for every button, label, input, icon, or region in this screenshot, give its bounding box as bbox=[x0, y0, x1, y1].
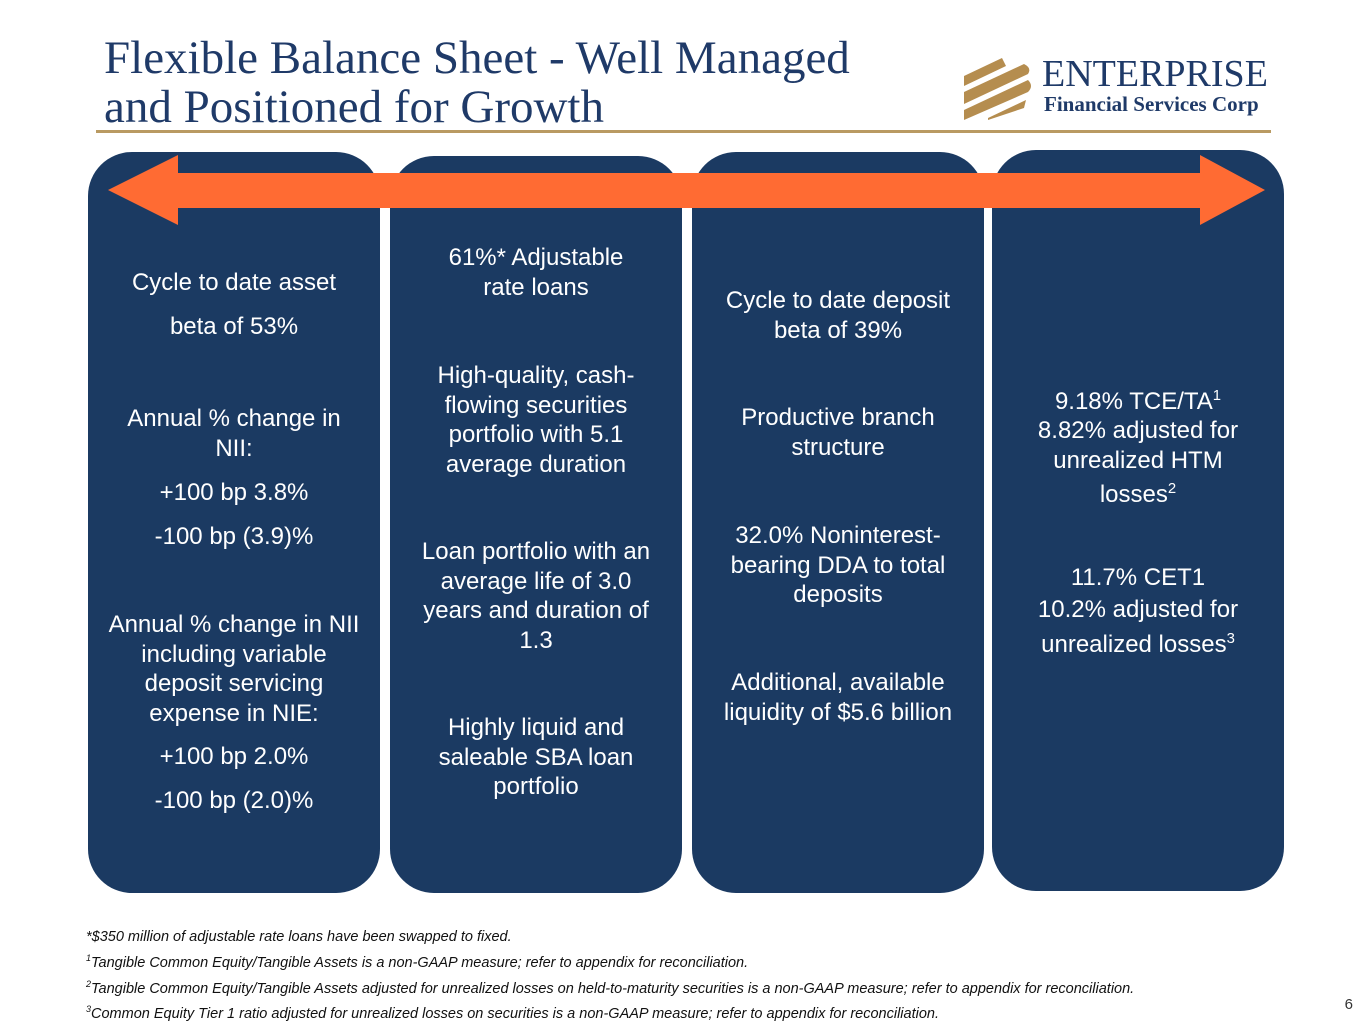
double-arrow-icon bbox=[108, 155, 1265, 225]
column-text: +100 bp 3.8% bbox=[159, 479, 309, 506]
column-text: Cycle to date asset bbox=[131, 269, 337, 296]
title-line-2: and Positioned for Growth bbox=[104, 81, 604, 133]
tce-ta-text: 9.18% TCE/TA bbox=[1054, 388, 1213, 415]
column-text: High-quality, cash-flowing securities po… bbox=[437, 362, 635, 478]
footnote: 3Common Equity Tier 1 ratio adjusted for… bbox=[86, 999, 1134, 1025]
footnote-mark: 3 bbox=[86, 1004, 91, 1015]
logo-subtitle: Financial Services Corp bbox=[1044, 92, 1259, 116]
column-text: 10.2% adjusted for unrealized losses3 bbox=[992, 595, 1284, 659]
footnote-mark: 1 bbox=[86, 952, 91, 963]
column-text: 9.18% TCE/TA1 bbox=[992, 382, 1284, 417]
column-text: Cycle to date deposit beta of 39% bbox=[725, 287, 951, 344]
logo-name: ENTERPRISE bbox=[1042, 53, 1268, 95]
column-text: 32.0% Noninterest-bearing DDA to total d… bbox=[730, 522, 946, 608]
column-asset-sensitivity: Cycle to date asset beta of 53% Annual %… bbox=[88, 152, 380, 893]
logo-stripes-icon bbox=[964, 58, 1031, 120]
title-line-1: Flexible Balance Sheet - Well Managed bbox=[104, 32, 850, 84]
company-logo: ENTERPRISE Financial Services Corp bbox=[962, 54, 1272, 124]
title-underline bbox=[96, 130, 1271, 133]
column-text: 11.7% CET1 bbox=[1070, 564, 1206, 591]
footnote-text: Common Equity Tier 1 ratio adjusted for … bbox=[91, 1006, 939, 1023]
footnote: 2Tangible Common Equity/Tangible Assets … bbox=[86, 974, 1134, 1000]
column-text: 61%* Adjustable rate loans bbox=[448, 244, 624, 301]
column-loans-securities: 61%* Adjustable rate loans High-quality,… bbox=[390, 156, 682, 893]
column-text: Additional, available liquidity of $5.6 … bbox=[723, 669, 953, 726]
page-title: Flexible Balance Sheet - Well Managed an… bbox=[104, 34, 850, 132]
footnote-text: *$350 million of adjustable rate loans h… bbox=[86, 928, 512, 945]
column-text: -100 bp (3.9)% bbox=[154, 523, 314, 550]
tce-adjusted-text: 8.82% adjusted for unrealized HTM losses bbox=[1037, 417, 1239, 508]
column-text: Annual % change in NII including variabl… bbox=[108, 611, 360, 727]
column-text: +100 bp 2.0% bbox=[159, 743, 309, 770]
column-capital: 9.18% TCE/TA1 8.82% adjusted for unreali… bbox=[992, 150, 1284, 891]
column-text: Productive branch structure bbox=[741, 404, 935, 461]
column-text: Annual % change in NII: bbox=[127, 405, 341, 462]
column-text: 8.82% adjusted for unrealized HTM losses… bbox=[992, 416, 1284, 510]
footnote-text: Tangible Common Equity/Tangible Assets i… bbox=[91, 954, 749, 971]
column-text: Highly liquid and saleable SBA loan port… bbox=[438, 714, 634, 800]
footnote-ref: 1 bbox=[1212, 388, 1222, 404]
column-text: beta of 53% bbox=[169, 313, 299, 340]
footnote-text: Tangible Common Equity/Tangible Assets a… bbox=[91, 980, 1135, 997]
footnote: 1Tangible Common Equity/Tangible Assets … bbox=[86, 948, 1134, 974]
cet1-adjusted-text: 10.2% adjusted for unrealized losses bbox=[1037, 596, 1239, 658]
page-number: 6 bbox=[1344, 996, 1353, 1013]
column-text: Loan portfolio with an average life of 3… bbox=[421, 538, 651, 654]
footnote-ref: 2 bbox=[1167, 481, 1177, 497]
column-text: -100 bp (2.0)% bbox=[154, 787, 314, 814]
column-deposits-liquidity: Cycle to date deposit beta of 39% Produc… bbox=[692, 152, 984, 893]
footnote-mark: 2 bbox=[86, 978, 91, 989]
footnote-ref: 3 bbox=[1226, 630, 1235, 647]
footnotes: *$350 million of adjustable rate loans h… bbox=[86, 922, 1134, 1025]
footnote: *$350 million of adjustable rate loans h… bbox=[86, 922, 1134, 948]
